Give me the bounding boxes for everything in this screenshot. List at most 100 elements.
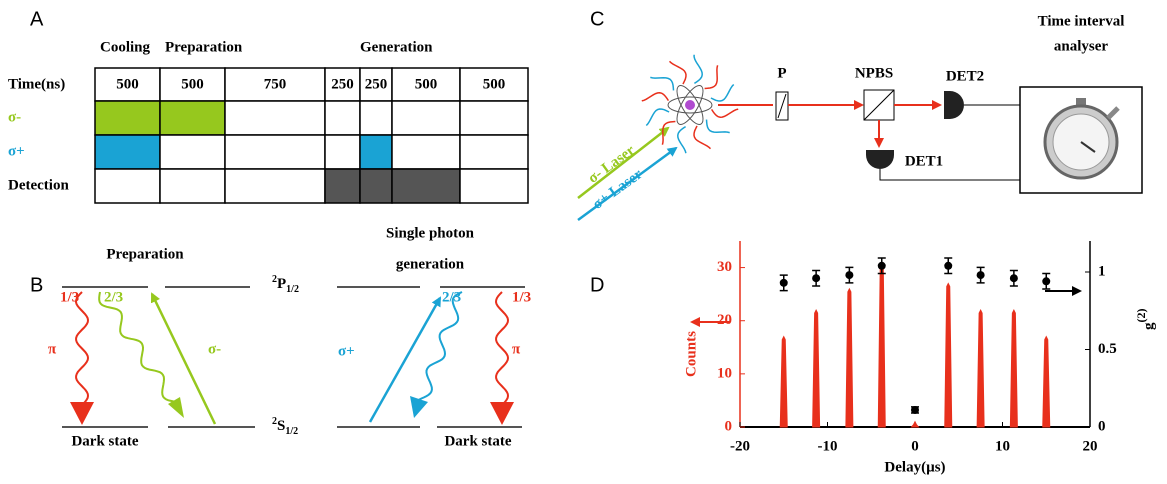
cell [391, 168, 461, 204]
cell [324, 168, 361, 204]
point [944, 261, 953, 270]
cell [459, 100, 529, 136]
peak [779, 335, 788, 428]
wavy-arrow [661, 120, 676, 145]
point [877, 261, 886, 270]
cell [224, 134, 326, 170]
wavy-arrow [693, 125, 712, 150]
cell [224, 100, 326, 136]
component-label: DET1 [905, 153, 943, 169]
panel-label: D [590, 274, 604, 296]
heading: Preparation [106, 246, 184, 262]
peak [845, 287, 854, 428]
panel-label: A [30, 8, 44, 30]
point [812, 274, 821, 283]
wavy-arrow [704, 65, 719, 90]
x-tick-label: -10 [818, 438, 838, 454]
y-tick-label: 0 [725, 418, 733, 434]
cell [159, 168, 226, 204]
branching: 1/3 [60, 289, 79, 305]
point [1009, 274, 1018, 283]
arrow-head [490, 402, 514, 425]
cell [359, 168, 393, 204]
time-cell: 500 [116, 76, 139, 92]
y2-axis-label-sup: (2) [1134, 309, 1148, 323]
y2-axis-label-main: g [1141, 322, 1157, 330]
branching: 2/3 [442, 289, 461, 305]
y2-tick-label: 1 [1098, 263, 1106, 279]
x-tick-label: -20 [730, 438, 750, 454]
level-label: Dark state [444, 433, 511, 449]
time-cell: 250 [365, 76, 388, 92]
branching: 2/3 [104, 289, 123, 305]
cell [359, 100, 393, 136]
heading: generation [396, 256, 465, 272]
cell [94, 134, 161, 170]
row-header: σ- [8, 109, 21, 125]
time-cell: 500 [181, 76, 204, 92]
time-cell: 750 [264, 76, 287, 92]
cell [391, 100, 461, 136]
arrow-head [70, 402, 94, 425]
sigma-label: σ- [208, 341, 221, 357]
peak [812, 308, 821, 428]
x-axis-label: Delay(µs) [884, 459, 945, 475]
cell [324, 100, 361, 136]
wavy-arrow [705, 119, 730, 134]
x-tick-label: 20 [1083, 438, 1098, 454]
chart: -20 -10 0 10 20010203000.51Delay(µs)Countsg(… [683, 241, 1157, 475]
cell [459, 168, 529, 204]
time-cell: 250 [331, 76, 354, 92]
arrow-head [168, 397, 184, 418]
wavy-arrow [710, 108, 739, 118]
level-label: 2S1/2 [272, 416, 298, 437]
pi-label: π [512, 341, 521, 357]
peak [1042, 335, 1051, 428]
y2-axis-label: g(2) [1134, 309, 1158, 331]
component-label: DET2 [946, 68, 984, 84]
phase-label: Cooling [100, 39, 151, 55]
level-scheme: Preparation Single photon generation 2P1… [48, 225, 531, 449]
y-tick-label: 30 [717, 259, 732, 275]
cell [391, 134, 461, 170]
cell [159, 134, 226, 170]
point [976, 271, 985, 280]
cell [224, 168, 326, 204]
panel-label: B [30, 274, 43, 296]
time-cell: 500 [415, 76, 438, 92]
row-header: σ+ [8, 143, 25, 159]
cell [459, 134, 529, 170]
phase-label: Generation [360, 39, 433, 55]
y2-tick-label: 0 [1098, 418, 1106, 434]
cell [324, 134, 361, 170]
branching: 1/3 [512, 289, 531, 305]
wavy-arrow [650, 76, 675, 91]
wavy-arrow [668, 60, 687, 85]
point [779, 278, 788, 287]
time-cell: 500 [483, 76, 506, 92]
y-axis-label: Counts [683, 331, 699, 377]
point [845, 271, 854, 280]
heading: Single photon [386, 225, 475, 241]
cell [94, 100, 161, 136]
arrow [150, 292, 217, 425]
peak [944, 282, 953, 428]
arrow [368, 296, 442, 423]
cell [159, 100, 226, 136]
wavy-arrow [74, 291, 90, 411]
peak [976, 308, 985, 428]
level-label: Dark state [71, 433, 138, 449]
phase-label: Preparation [165, 39, 243, 55]
arrow-head [410, 396, 428, 418]
wavy-arrow [98, 291, 180, 404]
y-tick-label: 20 [717, 312, 732, 328]
component-label: NPBS [855, 65, 893, 81]
panel-label: C [590, 8, 604, 30]
wavy-arrow [645, 108, 670, 127]
cell [391, 67, 461, 102]
level-label: 2P1/2 [272, 274, 299, 295]
x-tick-label: 10 [995, 438, 1010, 454]
wavy-arrow [677, 125, 687, 154]
wavy-arrow [693, 54, 703, 85]
